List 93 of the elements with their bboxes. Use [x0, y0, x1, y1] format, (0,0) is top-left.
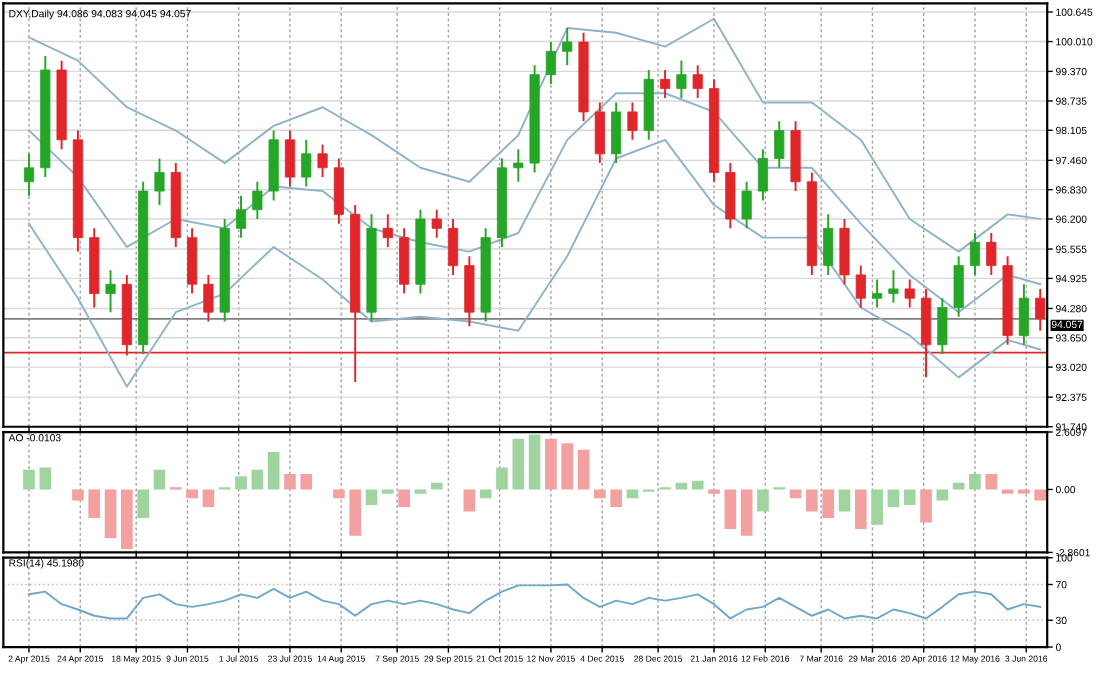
bar: [789, 489, 802, 499]
candlestick: [545, 41, 556, 85]
candlestick: [1018, 283, 1029, 346]
bar: [577, 449, 590, 490]
candlestick: [937, 297, 948, 356]
candlestick: [676, 59, 687, 99]
bar: [740, 489, 753, 536]
bar: [202, 489, 215, 508]
bar: [806, 489, 818, 512]
candlestick: [904, 278, 915, 309]
bar: [561, 443, 574, 490]
bar: [251, 469, 264, 490]
candlestick: [447, 218, 459, 276]
candlestick: [823, 213, 834, 276]
bar: [724, 489, 737, 530]
candlestick: [774, 120, 785, 169]
bar: [88, 489, 101, 519]
candlestick: [464, 255, 475, 328]
bar: [153, 469, 166, 490]
candlestick: [969, 232, 981, 276]
bar: [528, 434, 541, 490]
bar: [969, 474, 981, 490]
candlestick: [725, 162, 736, 230]
bar: [854, 489, 867, 530]
candlestick: [757, 148, 769, 202]
candlestick: [333, 157, 344, 225]
bar: [1034, 489, 1047, 501]
bar: [822, 489, 834, 519]
candlestick: [252, 180, 263, 220]
bar: [610, 489, 622, 508]
bar: [936, 489, 949, 501]
line-series: [28, 138, 1042, 388]
bar: [757, 489, 769, 512]
bar: [838, 489, 851, 512]
candlestick: [399, 227, 410, 295]
line-series: [28, 17, 1042, 253]
candlestick: [594, 101, 605, 165]
bar: [626, 489, 639, 499]
bar: [463, 489, 476, 512]
candlestick: [235, 194, 247, 239]
candlestick: [855, 264, 866, 309]
candlestick: [888, 269, 899, 304]
candlestick: [23, 152, 35, 197]
candlestick: [513, 148, 524, 183]
bar: [267, 452, 280, 490]
candlestick: [431, 208, 442, 239]
candlestick: [382, 213, 393, 248]
candlestick: [839, 218, 850, 286]
bar: [104, 489, 117, 538]
candlestick: [562, 27, 573, 67]
bar: [512, 438, 525, 490]
bar: [887, 489, 900, 508]
candlestick: [105, 269, 116, 314]
candlestick: [1035, 287, 1046, 332]
bar: [137, 489, 149, 519]
bar: [284, 474, 296, 490]
bar: [985, 474, 998, 490]
candlestick: [154, 157, 165, 207]
candlestick: [284, 129, 296, 188]
bar: [479, 489, 492, 499]
candlestick: [317, 143, 328, 179]
candlestick: [660, 69, 671, 99]
bar: [235, 476, 247, 490]
candlestick: [741, 180, 752, 230]
bar: [594, 489, 606, 499]
candlestick: [986, 232, 997, 276]
bar: [365, 489, 378, 505]
bar: [496, 467, 508, 490]
bar: [398, 489, 410, 508]
bar: [430, 482, 443, 490]
bar: [333, 489, 345, 499]
line-series: [28, 583, 1042, 620]
bar: [23, 469, 35, 490]
candlestick: [301, 138, 312, 188]
bar: [121, 489, 133, 549]
bar: [691, 480, 704, 490]
candlestick: [203, 273, 214, 323]
bar: [349, 489, 362, 536]
bar: [920, 489, 932, 523]
candlestick: [627, 101, 638, 141]
bar: [39, 467, 52, 490]
line-series: [28, 92, 1042, 314]
bar: [871, 489, 883, 525]
candlestick: [953, 255, 964, 318]
bar: [72, 489, 84, 501]
candlestick: [187, 227, 198, 295]
bar: [903, 489, 916, 505]
bar: [186, 489, 198, 499]
candlestick: [872, 278, 883, 309]
bar: [300, 474, 313, 490]
candlestick: [692, 64, 703, 99]
bar: [545, 438, 557, 490]
candlestick: [611, 101, 622, 165]
